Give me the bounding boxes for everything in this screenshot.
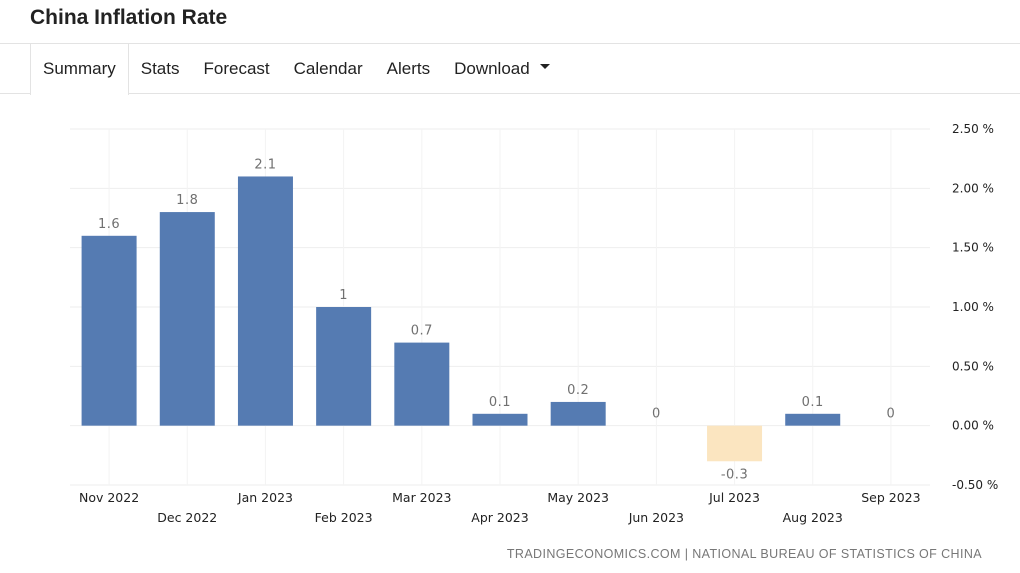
- bar: [81, 235, 137, 426]
- data-label: 0: [652, 407, 661, 422]
- x-tick-label: Mar 2023: [392, 490, 451, 505]
- caret-down-icon: [539, 64, 550, 70]
- y-tick-label: 1.00 %: [952, 300, 994, 314]
- x-tick-label: Aug 2023: [783, 510, 843, 525]
- data-label: -0.3: [721, 467, 748, 482]
- bar: [394, 342, 450, 426]
- page-title: China Inflation Rate: [30, 6, 228, 29]
- x-tick-label: Jan 2023: [237, 490, 293, 505]
- bar: [159, 212, 215, 426]
- y-tick-label: 0.50 %: [952, 359, 994, 373]
- tab-summary[interactable]: Summary: [30, 44, 129, 95]
- y-tick-label: -0.50 %: [952, 478, 998, 492]
- data-label: 0: [887, 407, 896, 422]
- data-label: 2.1: [254, 157, 276, 172]
- tabs: Summary Stats Forecast Calendar Alerts D…: [30, 44, 562, 95]
- tab-stats[interactable]: Stats: [140, 59, 180, 78]
- y-tick-label: 2.50 %: [952, 122, 994, 136]
- bar: [316, 307, 372, 426]
- data-label: 1.8: [176, 193, 198, 208]
- tab-download-label: Download: [454, 59, 530, 78]
- x-tick-label: Apr 2023: [471, 510, 528, 525]
- data-label: 1: [339, 288, 348, 303]
- bar: [550, 401, 606, 426]
- y-tick-label: 2.00 %: [952, 181, 994, 195]
- data-label: 0.7: [411, 324, 433, 339]
- x-tick-label: Feb 2023: [315, 510, 373, 525]
- tab-forecast[interactable]: Forecast: [203, 59, 270, 78]
- x-tick-label: Nov 2022: [79, 490, 139, 505]
- tab-calendar[interactable]: Calendar: [293, 59, 363, 78]
- tab-alerts[interactable]: Alerts: [386, 59, 431, 78]
- source-credit: TRADINGECONOMICS.COM | NATIONAL BUREAU O…: [506, 547, 982, 561]
- inflation-bar-chart: 2.50 % 2.00 % 1.50 % 1.00 % 0.50 % 0.00 % -0.5…: [70, 122, 998, 525]
- bar: [237, 176, 293, 426]
- tab-download[interactable]: Download: [442, 44, 562, 94]
- data-label: 0.1: [802, 395, 824, 410]
- x-tick-label: Sep 2023: [861, 490, 920, 505]
- bar: [472, 413, 528, 426]
- bar: [707, 425, 763, 462]
- x-tick-label: Jun 2023: [628, 510, 684, 525]
- x-tick-label: May 2023: [547, 490, 609, 505]
- data-label: 0.2: [567, 383, 589, 398]
- data-label: 0.1: [489, 395, 511, 410]
- tab-bar: Summary Stats Forecast Calendar Alerts D…: [0, 43, 1020, 95]
- y-tick-label: 1.50 %: [952, 241, 994, 255]
- y-tick-label: 0.00 %: [952, 419, 994, 433]
- bar: [785, 413, 841, 426]
- x-tick-label: Dec 2022: [157, 510, 217, 525]
- data-label: 1.6: [98, 217, 120, 232]
- x-tick-label: Jul 2023: [708, 490, 760, 505]
